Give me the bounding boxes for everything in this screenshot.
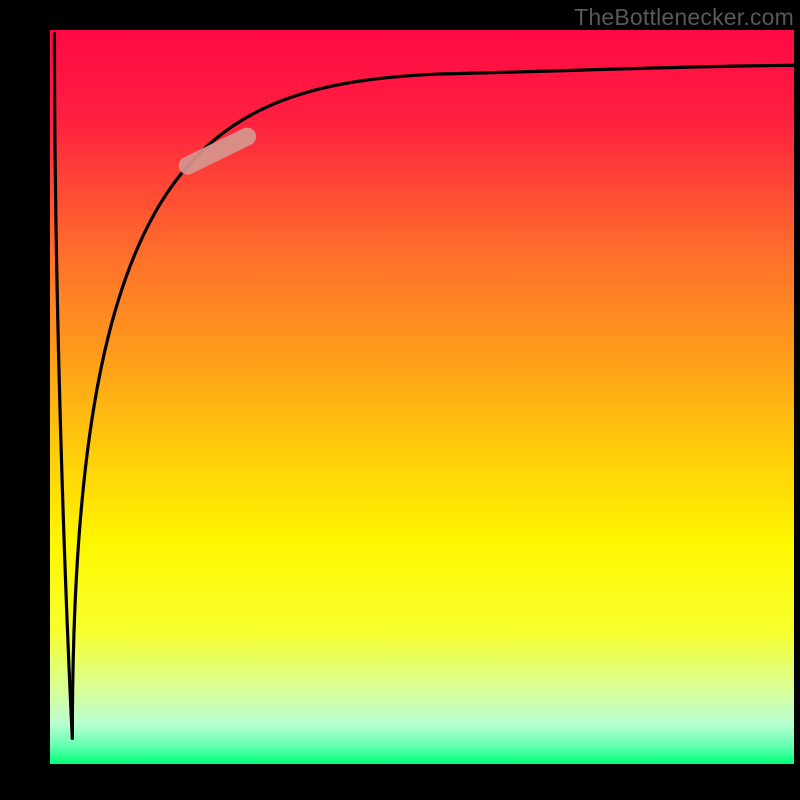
watermark-text: TheBottlenecker.com [574,4,794,31]
plot-area [50,30,794,764]
chart-container: TheBottlenecker.com [0,0,800,800]
heat-gradient [50,30,794,764]
